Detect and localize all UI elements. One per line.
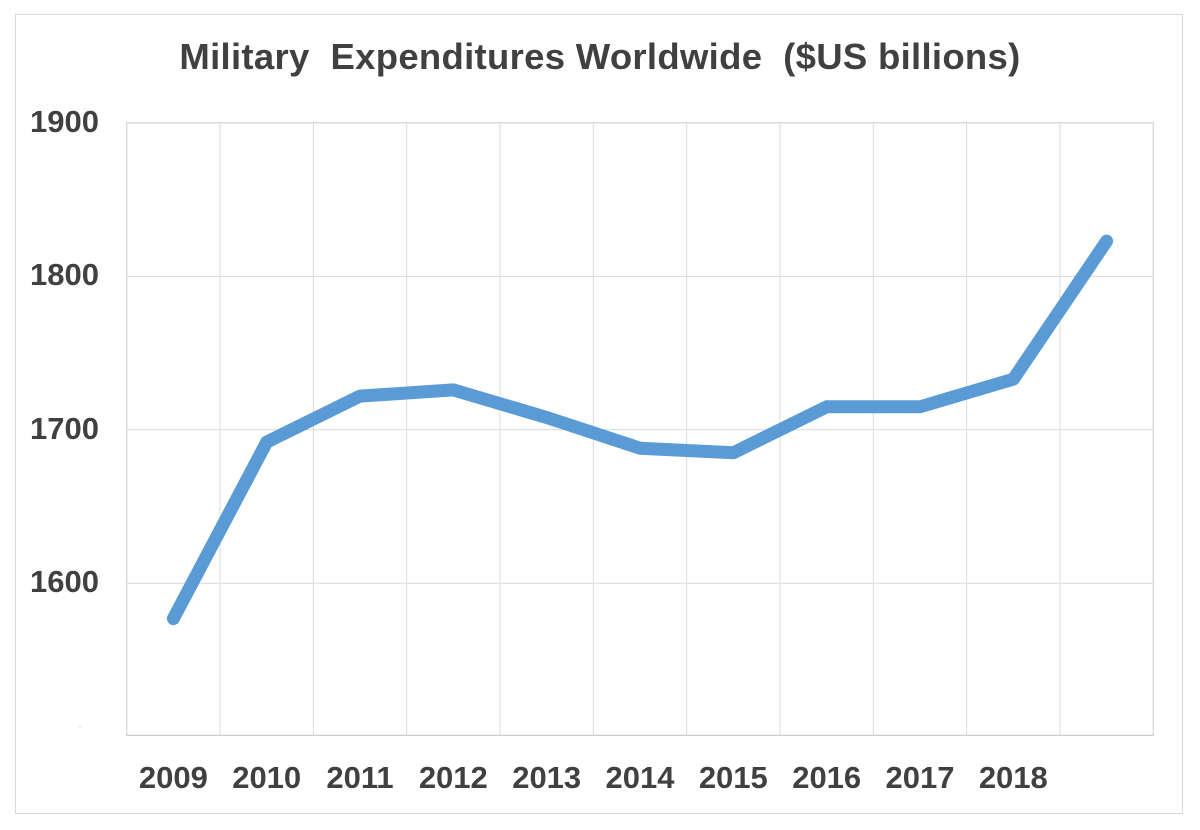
svg-text:2009: 2009 xyxy=(139,760,208,795)
svg-text:2010: 2010 xyxy=(232,760,301,795)
svg-text:1700: 1700 xyxy=(30,411,99,446)
svg-text:2014: 2014 xyxy=(606,760,676,795)
svg-text:2013: 2013 xyxy=(512,760,581,795)
svg-text:2018: 2018 xyxy=(979,760,1048,795)
svg-text:2011: 2011 xyxy=(326,760,393,795)
svg-text:1600: 1600 xyxy=(30,564,99,599)
svg-text:1900: 1900 xyxy=(30,104,99,139)
svg-text:2016: 2016 xyxy=(792,760,861,795)
svg-text:1800: 1800 xyxy=(30,257,99,292)
svg-text:2012: 2012 xyxy=(419,760,488,795)
svg-text:2015: 2015 xyxy=(699,760,768,795)
svg-text:2017: 2017 xyxy=(886,760,955,795)
